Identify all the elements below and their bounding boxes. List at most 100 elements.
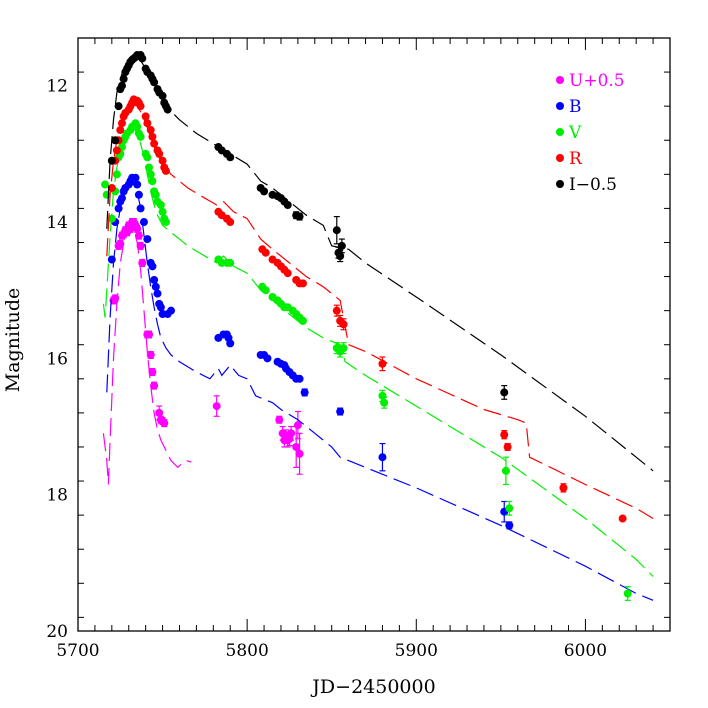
data-point xyxy=(148,367,157,376)
data-point xyxy=(261,286,270,295)
data-point xyxy=(133,180,142,189)
data-point xyxy=(116,239,125,248)
data-point xyxy=(148,132,157,141)
data-point xyxy=(260,187,269,196)
data-point xyxy=(261,248,270,257)
legend-marker xyxy=(556,180,564,188)
data-point xyxy=(151,190,160,199)
data-point xyxy=(378,391,387,400)
y-axis-title: Magnitude xyxy=(2,288,24,393)
data-point xyxy=(160,419,169,428)
series-group xyxy=(106,173,654,601)
y-tick-label: 20 xyxy=(46,622,68,642)
data-point xyxy=(133,224,142,233)
data-point xyxy=(141,112,150,121)
series-group xyxy=(106,95,654,523)
data-point xyxy=(138,54,147,63)
data-point xyxy=(337,241,346,250)
data-point xyxy=(500,430,509,439)
data-point xyxy=(139,218,148,227)
data-point xyxy=(167,306,176,315)
legend-label: I−0.5 xyxy=(569,175,617,195)
data-point xyxy=(283,200,292,209)
data-point xyxy=(163,105,172,114)
data-point xyxy=(146,126,155,135)
data-point xyxy=(136,102,145,111)
data-point xyxy=(295,449,304,458)
data-point xyxy=(133,122,142,131)
data-point xyxy=(150,139,159,148)
data-point xyxy=(263,354,272,363)
data-point xyxy=(153,289,162,298)
x-axis-title: JD−2450000 xyxy=(310,676,435,698)
data-point xyxy=(300,388,309,397)
legend-label: V xyxy=(568,123,582,143)
data-point xyxy=(145,330,154,339)
series-group xyxy=(102,218,304,485)
data-point xyxy=(138,258,147,267)
data-point xyxy=(143,153,152,162)
axes-layer: 5700 5800 5900 6000 12 14 16 18 20 xyxy=(46,38,671,661)
data-point xyxy=(150,78,159,87)
data-point xyxy=(161,218,170,227)
model-curve xyxy=(102,224,192,485)
x-tick-label: 5900 xyxy=(395,641,438,661)
data-point xyxy=(116,126,125,135)
legend-marker xyxy=(556,102,564,110)
data-point xyxy=(161,166,170,175)
data-point xyxy=(155,149,164,158)
data-point xyxy=(298,279,307,288)
data-point xyxy=(332,226,341,235)
data-point xyxy=(131,173,140,182)
data-point xyxy=(158,156,167,165)
data-point xyxy=(107,255,116,264)
data-point xyxy=(226,339,235,348)
data-point xyxy=(114,102,123,111)
data-point xyxy=(287,429,296,438)
data-point xyxy=(500,388,509,397)
series-group xyxy=(101,119,654,601)
data-point xyxy=(117,194,126,203)
data-point xyxy=(501,466,510,475)
data-point xyxy=(112,170,121,179)
data-point xyxy=(134,190,143,199)
y-tick-label: 12 xyxy=(46,77,68,97)
data-point xyxy=(101,180,110,189)
data-point xyxy=(146,170,155,179)
data-point xyxy=(295,212,304,221)
legend-label: R xyxy=(569,149,583,169)
y-tick-label: 14 xyxy=(46,213,68,233)
model-curve xyxy=(106,104,654,520)
data-point xyxy=(226,218,235,227)
data-point xyxy=(148,262,157,271)
data-point xyxy=(332,306,341,315)
x-tick-label: 5800 xyxy=(226,641,269,661)
data-point xyxy=(158,207,167,216)
data-point xyxy=(295,374,304,383)
data-point xyxy=(226,258,235,267)
data-point xyxy=(378,453,387,462)
data-point xyxy=(146,350,155,359)
legend-marker xyxy=(556,128,564,136)
data-point xyxy=(505,504,514,513)
data-point xyxy=(136,204,145,213)
data-point xyxy=(298,316,307,325)
data-point xyxy=(275,415,284,424)
data-point xyxy=(151,282,160,291)
data-point xyxy=(150,275,159,284)
y-tick-label: 16 xyxy=(46,349,68,369)
data-point xyxy=(136,241,145,250)
data-point xyxy=(156,303,165,312)
data-point xyxy=(623,589,632,598)
legend-label: U+0.5 xyxy=(569,71,625,91)
data-point xyxy=(618,514,627,523)
data-point xyxy=(143,235,152,244)
data-point xyxy=(119,74,128,83)
data-point xyxy=(378,359,387,368)
data-point xyxy=(339,320,348,329)
data-point xyxy=(226,153,235,162)
data-point xyxy=(117,81,126,90)
series-layer xyxy=(101,51,654,601)
